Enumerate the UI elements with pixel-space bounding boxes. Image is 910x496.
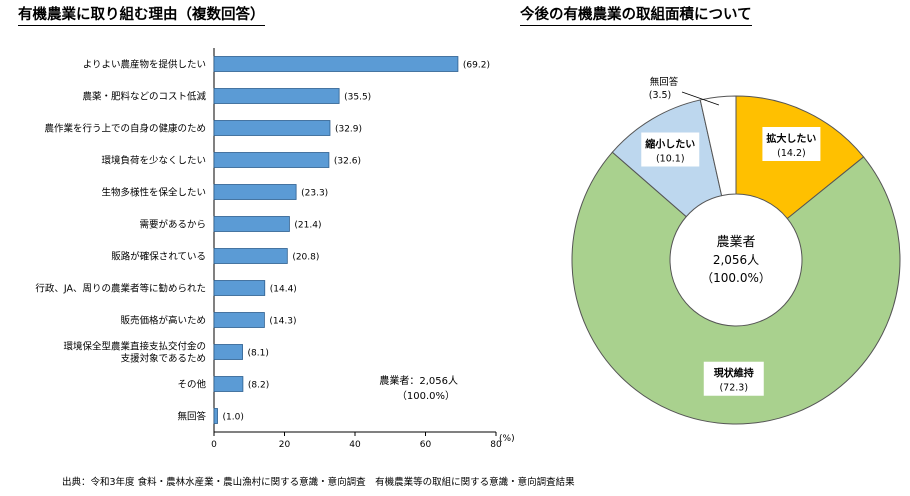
x-tick-label: 0: [211, 440, 217, 450]
donut-center-text: 2,056人: [713, 253, 759, 267]
donut-slice: [571, 151, 901, 425]
bar-value-label: (32.9): [335, 125, 362, 135]
bar: [213, 184, 297, 200]
bar-value-label: (23.3): [301, 189, 328, 199]
category-label: 生物多様性を保全したい: [101, 187, 206, 199]
donut-chart-title: 今後の有機農業の取組面積について: [520, 8, 752, 26]
bar-value-label: (32.6): [334, 157, 361, 167]
slice-label: 縮小したい: [645, 138, 695, 151]
bar-value-label: (21.4): [294, 221, 321, 231]
donut-center-text: （100.0%）: [701, 271, 771, 285]
bar-value-label: (20.8): [292, 253, 319, 263]
category-label: 販売価格が高いため: [120, 315, 206, 327]
x-tick-label: 20: [279, 440, 291, 450]
donut-center-text: 農業者: [716, 234, 755, 250]
slice-value-label: (10.1): [656, 154, 685, 165]
slice-label: 無回答: [650, 76, 679, 88]
leader-line: [681, 91, 720, 106]
slice-value-label: (72.3): [719, 383, 748, 394]
bar: [213, 88, 340, 104]
bar-value-label: (14.4): [270, 285, 297, 295]
x-tick-label: 80: [490, 440, 502, 450]
category-label: 農作業を行う上での自身の健康のため: [44, 123, 206, 135]
bar: [213, 120, 331, 136]
category-label: よりよい農産物を提供したい: [83, 59, 206, 71]
x-tick-label: 60: [420, 440, 432, 450]
bar: [213, 216, 290, 232]
bar: [213, 152, 330, 168]
slice-value-label: (14.2): [777, 148, 806, 159]
bar: [213, 408, 218, 424]
slice-label: 現状維持: [714, 367, 754, 380]
bar-value-label: (35.5): [344, 93, 371, 103]
category-label: 支援対象であるため: [121, 353, 206, 365]
slice-label-box: [762, 126, 821, 161]
sample-annotation: 農業者：2,056人: [379, 374, 458, 387]
x-tick-label: 40: [349, 440, 361, 450]
bar: [213, 280, 266, 296]
category-label: 行政、JA、周りの農業者等に勧められた: [35, 283, 206, 295]
slice-value-label: (3.5): [649, 90, 672, 101]
bar-value-label: (14.3): [269, 317, 296, 327]
bar-value-label: (1.0): [223, 413, 244, 423]
category-label: 需要があるから: [139, 219, 206, 231]
slice-label: 拡大したい: [766, 132, 816, 145]
slice-label-box: [703, 361, 764, 396]
bar: [213, 248, 288, 264]
bar: [213, 376, 244, 392]
category-label: 農薬・肥料などのコスト低減: [82, 91, 206, 103]
category-label: 環境負荷を少なくしたい: [101, 155, 206, 167]
category-label: 無回答: [177, 411, 206, 423]
sample-annotation-percent: （100.0%）: [397, 390, 455, 402]
bar-value-label: (8.1): [248, 349, 269, 359]
bar-value-label: (8.2): [248, 381, 269, 391]
bar: [213, 56, 459, 72]
category-label: その他: [177, 379, 206, 391]
x-unit-label: (%): [499, 434, 515, 444]
category-label: 環境保全型農業直接支払交付金の: [63, 341, 206, 353]
bar-value-label: (69.2): [463, 61, 490, 71]
bar: [213, 312, 265, 328]
donut-slice: [699, 95, 737, 197]
bar: [213, 344, 243, 360]
category-label: 販路が確保されている: [111, 251, 206, 263]
slice-label-box: [641, 132, 700, 167]
source-note: 出典：令和3年度 食料・農林水産業・農山漁村に関する意識・意向調査 有機農業等の…: [62, 477, 575, 488]
bar-chart-title: 有機農業に取り組む理由（複数回答）: [18, 8, 265, 26]
